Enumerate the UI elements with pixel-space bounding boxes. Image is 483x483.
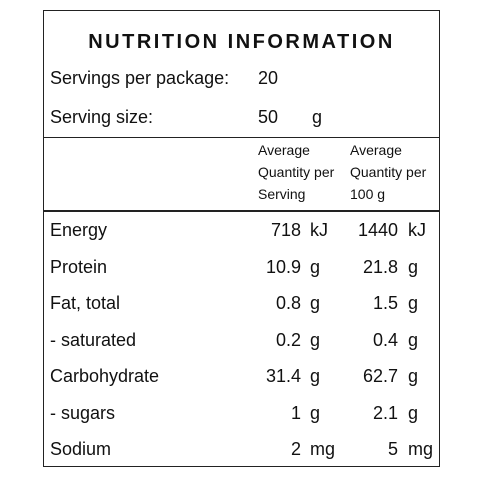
nutrient-name: Sodium: [50, 439, 112, 459]
unit: g: [408, 329, 419, 350]
amount: 0.2: [275, 329, 301, 350]
amount: 5: [387, 439, 398, 459]
title: NUTRITION INFORMATION: [88, 31, 395, 53]
unit: kJ: [310, 220, 328, 240]
unit: g: [310, 366, 321, 386]
column-header: Quantity per: [258, 164, 335, 180]
unit: g: [310, 402, 321, 423]
servings-value: 20: [258, 68, 279, 88]
unit: g: [310, 256, 321, 277]
servings-label: Servings per package:: [50, 68, 230, 88]
nutrition-panel: NUTRITION INFORMATION Servings per packa…: [43, 10, 440, 467]
serving-size-unit: g: [312, 107, 323, 127]
amount: 2.1: [372, 402, 398, 423]
nutrient-name: Carbohydrate: [50, 366, 160, 386]
amount: 21.8: [362, 256, 398, 277]
amount: 0.4: [372, 329, 398, 350]
unit: g: [310, 293, 321, 313]
unit: kJ: [408, 220, 426, 240]
column-header: Average: [350, 142, 402, 158]
amount: 1.5: [372, 293, 398, 313]
amount: 2: [290, 439, 301, 459]
nutrient-name: - sugars: [50, 402, 116, 423]
nutrient-name: Fat, total: [50, 293, 121, 313]
amount: 10.9: [265, 256, 301, 277]
amount: 31.4: [265, 366, 301, 386]
unit: g: [408, 256, 419, 277]
column-header: Average: [258, 142, 310, 158]
amount: 718: [270, 220, 301, 240]
column-header: Quantity per: [350, 164, 427, 180]
nutrient-name: Energy: [50, 220, 108, 240]
column-header: Serving: [258, 186, 306, 202]
serving-size-value: 50: [258, 107, 279, 127]
amount: 0.8: [275, 293, 301, 313]
unit: g: [310, 329, 321, 350]
nutrient-name: - saturated: [50, 329, 137, 350]
amount: 1: [290, 402, 301, 423]
unit: mg: [408, 439, 434, 459]
unit: g: [408, 293, 419, 313]
amount: 62.7: [362, 366, 398, 386]
amount: 1440: [357, 220, 398, 240]
unit: g: [408, 366, 419, 386]
divider: [44, 137, 439, 138]
serving-size-label: Serving size:: [50, 107, 154, 127]
nutrient-name: Protein: [50, 256, 108, 277]
unit: g: [408, 402, 419, 423]
unit: mg: [310, 439, 336, 459]
divider: [44, 210, 439, 212]
column-header: 100 g: [350, 186, 386, 202]
